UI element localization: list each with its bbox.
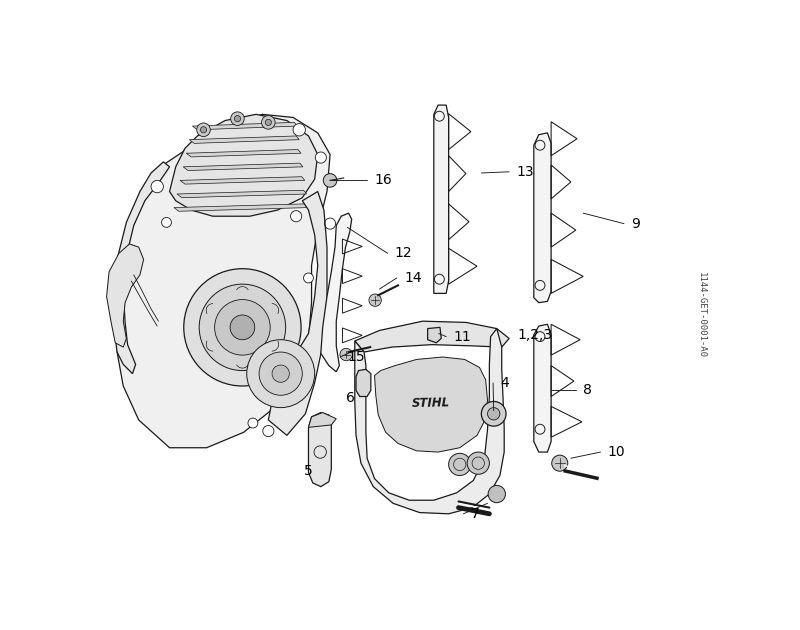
Polygon shape	[534, 133, 551, 302]
Text: 1,2,3: 1,2,3	[518, 328, 553, 341]
Polygon shape	[193, 122, 298, 130]
Circle shape	[248, 418, 258, 428]
Circle shape	[184, 268, 301, 386]
Text: 1144-GET-0001-A0: 1144-GET-0001-A0	[698, 272, 706, 358]
Polygon shape	[170, 114, 318, 216]
Text: 12: 12	[395, 246, 413, 260]
Circle shape	[482, 401, 506, 426]
Polygon shape	[428, 328, 442, 343]
Circle shape	[230, 112, 244, 125]
Polygon shape	[183, 163, 303, 171]
Polygon shape	[113, 162, 170, 374]
Circle shape	[552, 455, 568, 471]
Text: 7: 7	[471, 507, 480, 521]
Text: 13: 13	[517, 165, 534, 179]
Text: 11: 11	[454, 329, 471, 343]
Circle shape	[262, 115, 275, 129]
Polygon shape	[106, 244, 144, 347]
Circle shape	[201, 127, 206, 133]
Circle shape	[262, 425, 274, 437]
Circle shape	[266, 119, 271, 125]
Circle shape	[230, 315, 254, 340]
Circle shape	[234, 115, 241, 122]
Polygon shape	[117, 114, 330, 448]
Circle shape	[197, 123, 210, 137]
Polygon shape	[190, 136, 299, 144]
Text: 14: 14	[404, 271, 422, 285]
Text: 8: 8	[583, 383, 592, 398]
Circle shape	[369, 294, 382, 306]
Circle shape	[259, 352, 302, 395]
Circle shape	[303, 273, 314, 283]
Text: 10: 10	[608, 445, 626, 459]
Polygon shape	[534, 324, 551, 452]
Polygon shape	[434, 105, 449, 294]
Circle shape	[246, 340, 314, 408]
Text: 4: 4	[501, 376, 510, 390]
Circle shape	[199, 284, 286, 370]
Text: 9: 9	[631, 217, 640, 231]
Polygon shape	[309, 413, 331, 486]
Circle shape	[315, 152, 326, 163]
Polygon shape	[354, 321, 509, 352]
Text: 15: 15	[347, 350, 365, 364]
Polygon shape	[354, 329, 504, 514]
Text: 16: 16	[374, 173, 392, 187]
Text: 5: 5	[304, 464, 313, 478]
Polygon shape	[356, 369, 371, 396]
Polygon shape	[309, 413, 336, 427]
Polygon shape	[374, 357, 487, 452]
Circle shape	[162, 217, 171, 227]
Circle shape	[214, 299, 270, 355]
Polygon shape	[268, 192, 327, 435]
Polygon shape	[321, 213, 352, 372]
Polygon shape	[174, 204, 309, 211]
Polygon shape	[177, 190, 306, 198]
Polygon shape	[180, 176, 305, 184]
Circle shape	[340, 348, 352, 361]
Text: STIHL: STIHL	[411, 396, 450, 410]
Circle shape	[293, 123, 306, 136]
Circle shape	[487, 408, 500, 420]
Circle shape	[290, 210, 302, 222]
Polygon shape	[186, 149, 301, 157]
Circle shape	[151, 180, 163, 193]
Circle shape	[467, 452, 490, 474]
Circle shape	[323, 174, 337, 187]
Circle shape	[272, 365, 290, 382]
Text: 6: 6	[346, 391, 354, 405]
Circle shape	[449, 454, 471, 476]
Circle shape	[488, 485, 506, 503]
